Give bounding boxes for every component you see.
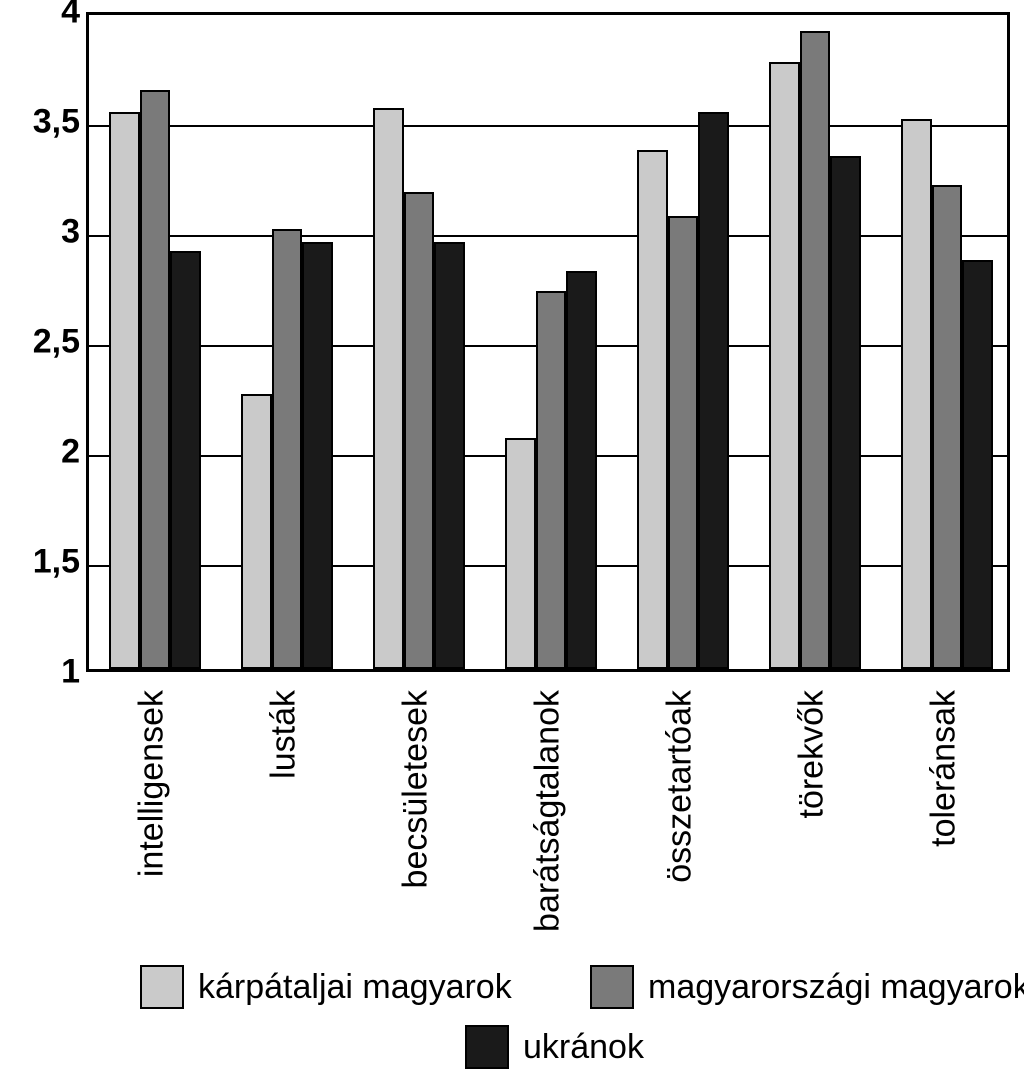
bar [536, 291, 567, 669]
bar [962, 260, 993, 669]
bar [932, 185, 963, 669]
x-tick-label: törekvők [793, 690, 832, 819]
y-tick-label: 4 [61, 0, 80, 32]
bar [800, 31, 831, 669]
chart-viewport: 1 1,5 2 2,5 3 3,5 4 intelligensek lusták becsüle… [0, 0, 1024, 1075]
bar [241, 394, 272, 669]
bar [830, 156, 861, 669]
bar [505, 438, 536, 669]
y-tick-label: 2 [61, 433, 80, 472]
legend-label: ukránok [523, 1028, 644, 1067]
x-tick-label: lusták [265, 690, 304, 779]
y-tick-label: 2,5 [33, 323, 80, 362]
legend-swatch [590, 965, 634, 1009]
x-tick-label: intelligensek [133, 690, 172, 877]
x-axis-labels: intelligensek lusták becsületesek barátságt… [86, 690, 1010, 990]
x-tick-label: toleránsak [925, 690, 964, 847]
legend-item: magyarországi magyarok [590, 965, 1024, 1009]
bar [404, 192, 435, 669]
bar [140, 90, 171, 669]
legend-item: kárpátaljai magyarok [140, 965, 512, 1009]
x-tick-label: összetartóak [661, 690, 700, 883]
gridline [89, 235, 1007, 237]
bar [272, 229, 303, 669]
bar [637, 150, 668, 669]
bar [302, 242, 333, 669]
y-axis: 1 1,5 2 2,5 3 3,5 4 [0, 0, 86, 700]
gridline [89, 125, 1007, 127]
y-tick-label: 3 [61, 213, 80, 252]
bar [170, 251, 201, 669]
y-tick-label: 1,5 [33, 543, 80, 582]
bar [566, 271, 597, 669]
plot-area [86, 12, 1010, 672]
bar [373, 108, 404, 669]
bar [698, 112, 729, 669]
legend-swatch [465, 1025, 509, 1069]
y-tick-label: 1 [61, 653, 80, 692]
legend-label: magyarországi magyarok [648, 968, 1024, 1007]
bar [901, 119, 932, 669]
legend-swatch [140, 965, 184, 1009]
bar [109, 112, 140, 669]
legend-item: ukránok [465, 1025, 644, 1069]
y-tick-label: 3,5 [33, 103, 80, 142]
bar [434, 242, 465, 669]
x-tick-label: becsületesek [397, 690, 436, 888]
chart-area: 11,522,533,54 intelligenseklustákbecsüle… [0, 0, 1024, 700]
x-tick-label: barátságtalanok [529, 690, 568, 932]
legend-label: kárpátaljai magyarok [198, 968, 512, 1007]
bar [668, 216, 699, 669]
bar [769, 62, 800, 669]
